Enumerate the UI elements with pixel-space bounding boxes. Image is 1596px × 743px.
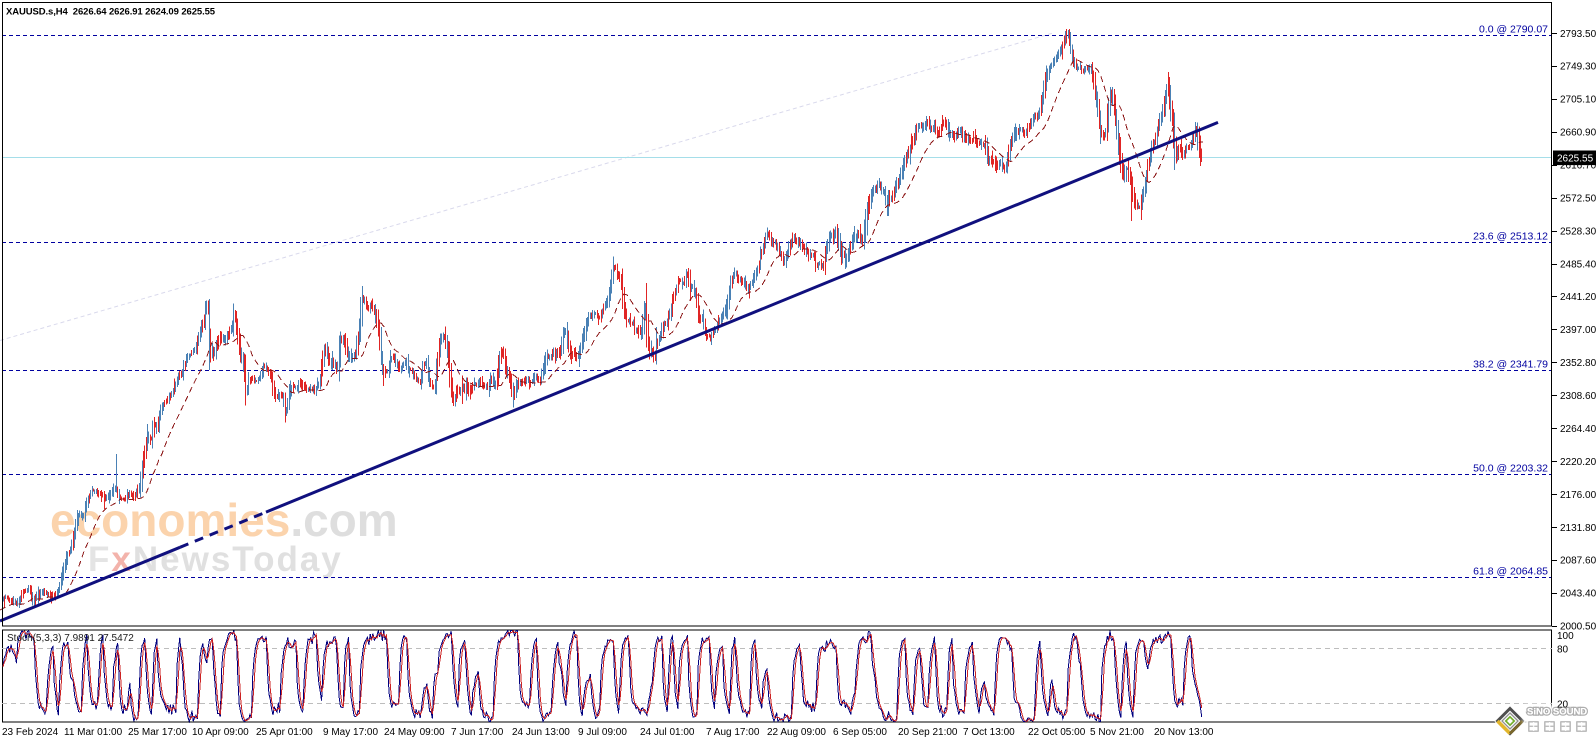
svg-text:2705.10: 2705.10 bbox=[1560, 95, 1596, 106]
svg-text:20 Sep 21:00: 20 Sep 21:00 bbox=[898, 727, 958, 738]
svg-text:9 May 17:00: 9 May 17:00 bbox=[323, 727, 378, 738]
svg-text:6 Sep 05:00: 6 Sep 05:00 bbox=[833, 727, 887, 738]
svg-text:24 Jun 13:00: 24 Jun 13:00 bbox=[512, 727, 570, 738]
svg-text:2441.20: 2441.20 bbox=[1560, 292, 1596, 303]
svg-text:9 Jul 09:00: 9 Jul 09:00 bbox=[578, 727, 627, 738]
svg-text:100: 100 bbox=[1557, 631, 1574, 642]
svg-text:24 Jul 01:00: 24 Jul 01:00 bbox=[640, 727, 695, 738]
svg-text:2572.50: 2572.50 bbox=[1560, 194, 1596, 205]
svg-text:2087.60: 2087.60 bbox=[1560, 556, 1596, 567]
svg-text:23 Feb 2024: 23 Feb 2024 bbox=[2, 727, 59, 738]
svg-text:25 Apr 01:00: 25 Apr 01:00 bbox=[256, 727, 313, 738]
svg-text:2000.50: 2000.50 bbox=[1560, 622, 1596, 633]
svg-text:2749.30: 2749.30 bbox=[1560, 62, 1596, 73]
svg-text:2176.00: 2176.00 bbox=[1560, 490, 1596, 501]
svg-text:80: 80 bbox=[1557, 644, 1569, 655]
svg-text:7 Oct 13:00: 7 Oct 13:00 bbox=[963, 727, 1015, 738]
svg-text:2616.70: 2616.70 bbox=[1560, 161, 1596, 172]
svg-text:2397.00: 2397.00 bbox=[1560, 325, 1596, 336]
svg-text:2485.40: 2485.40 bbox=[1560, 259, 1596, 270]
svg-text:2793.50: 2793.50 bbox=[1560, 29, 1596, 40]
svg-text:2264.40: 2264.40 bbox=[1560, 424, 1596, 435]
svg-text:2308.60: 2308.60 bbox=[1560, 391, 1596, 402]
svg-text:25 Mar 17:00: 25 Mar 17:00 bbox=[128, 727, 187, 738]
svg-text:economies.com: economies.com bbox=[50, 494, 398, 546]
svg-text:11 Mar 01:00: 11 Mar 01:00 bbox=[64, 727, 123, 738]
svg-text:22 Aug 09:00: 22 Aug 09:00 bbox=[767, 727, 826, 738]
svg-text:10 Apr 09:00: 10 Apr 09:00 bbox=[192, 727, 249, 738]
svg-text:7 Aug 17:00: 7 Aug 17:00 bbox=[706, 727, 760, 738]
svg-text:FxNewsToday: FxNewsToday bbox=[88, 540, 343, 579]
svg-text:38.2 @ 2341.79: 38.2 @ 2341.79 bbox=[1473, 359, 1548, 371]
svg-text:SiNO SOUND: SiNO SOUND bbox=[1527, 707, 1587, 718]
svg-text:SiNO SOUND: SiNO SOUND bbox=[1527, 707, 1587, 718]
svg-text:2043.40: 2043.40 bbox=[1560, 589, 1596, 600]
svg-text:61.8 @ 2064.85: 61.8 @ 2064.85 bbox=[1473, 566, 1548, 578]
svg-text:22 Oct 05:00: 22 Oct 05:00 bbox=[1028, 727, 1086, 738]
svg-text:2352.80: 2352.80 bbox=[1560, 358, 1596, 369]
svg-text:0.0 @ 2790.07: 0.0 @ 2790.07 bbox=[1479, 24, 1548, 36]
svg-text:50.0 @ 2203.32: 50.0 @ 2203.32 bbox=[1473, 463, 1548, 475]
svg-text:24 May 09:00: 24 May 09:00 bbox=[384, 727, 445, 738]
svg-text:23.6 @ 2513.12: 23.6 @ 2513.12 bbox=[1473, 231, 1548, 243]
svg-text:20: 20 bbox=[1557, 700, 1569, 711]
svg-text:2528.30: 2528.30 bbox=[1560, 226, 1596, 237]
svg-text:7 Jun 17:00: 7 Jun 17:00 bbox=[451, 727, 504, 738]
svg-text:Stoch(5,3,3) 7.9891 27.5472: Stoch(5,3,3) 7.9891 27.5472 bbox=[7, 633, 134, 644]
svg-text:20 Nov 13:00: 20 Nov 13:00 bbox=[1154, 727, 1214, 738]
svg-text:2625.55: 2625.55 bbox=[1557, 154, 1594, 165]
svg-text:2131.80: 2131.80 bbox=[1560, 523, 1596, 534]
svg-text:2220.20: 2220.20 bbox=[1560, 457, 1596, 468]
svg-text:5 Nov 21:00: 5 Nov 21:00 bbox=[1090, 727, 1144, 738]
svg-text:XAUUSD.s,H4 2626.64 2626.91 2: XAUUSD.s,H4 2626.64 2626.91 2624.09 2625… bbox=[6, 7, 216, 18]
svg-text:2660.90: 2660.90 bbox=[1560, 128, 1596, 139]
